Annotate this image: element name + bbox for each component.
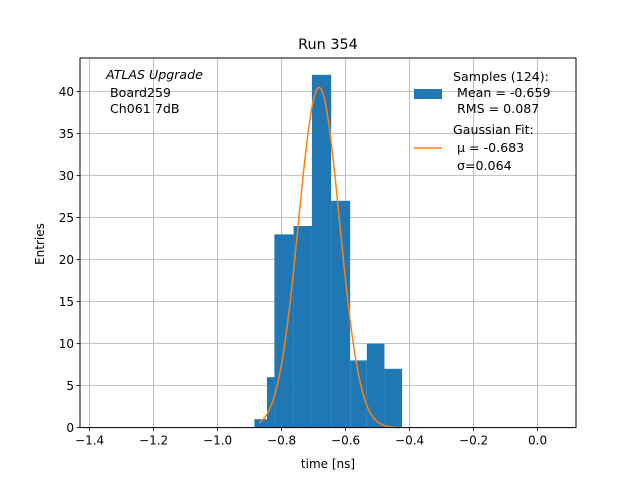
legend-samples-title: Samples (124):: [453, 69, 549, 84]
axis-ticks: −1.4 −1.2 −1.0 −0.8 −0.6 −0.4 −0.2 0.0 0 5 10 15 20 2…: [59, 85, 547, 448]
x-tick-label: 0.0: [528, 434, 547, 448]
histogram-bar: [293, 226, 312, 428]
x-axis-label: time [ns]: [301, 457, 355, 471]
y-tick-label: 10: [59, 337, 74, 351]
y-axis-label: Entries: [33, 223, 47, 265]
atlas-annotation-line-2: Board259: [106, 85, 171, 100]
y-tick-label: 30: [59, 169, 74, 183]
histogram-bar: [274, 234, 294, 428]
x-tick-label: −0.2: [459, 434, 488, 448]
y-tick-label: 15: [59, 295, 74, 309]
histogram-bar: [384, 368, 403, 428]
histogram-bar: [366, 343, 385, 428]
plot-frame: [79, 57, 577, 429]
legend-fit-title: Gaussian Fit:: [453, 122, 534, 137]
histogram-bar: [254, 419, 267, 428]
atlas-annotation-line-3: Ch061 7dB: [106, 101, 179, 116]
gaussian-fit-layer: [258, 86, 401, 429]
gaussian-fit-curve: [258, 86, 401, 429]
legend-samples-swatch: [414, 89, 442, 99]
atlas-annotation: ATLAS Upgrade Board259 Ch061 7dB: [105, 67, 203, 116]
y-tick-label: 0: [66, 421, 74, 435]
histogram-bar: [311, 74, 332, 428]
histogram-bar: [331, 200, 351, 428]
x-tick-label: −0.6: [331, 434, 360, 448]
histogram-bar: [266, 377, 275, 428]
legend-samples-mean: Mean = -0.659: [453, 85, 550, 100]
legend-samples-rms: RMS = 0.087: [453, 101, 539, 116]
x-tick-label: −0.4: [395, 434, 424, 448]
chart-title: Run 354: [298, 37, 358, 53]
legend-fit-mu: μ = -0.683: [453, 140, 524, 155]
legend: Samples (124): Mean = -0.659 RMS = 0.087…: [414, 69, 550, 173]
y-tick-label: 20: [59, 253, 74, 267]
x-tick-label: −0.8: [267, 434, 296, 448]
atlas-annotation-line-1: ATLAS Upgrade: [105, 67, 203, 82]
x-tick-label: −1.2: [139, 434, 168, 448]
y-tick-label: 35: [59, 127, 74, 141]
y-tick-label: 40: [59, 85, 74, 99]
y-tick-label: 25: [59, 211, 74, 225]
x-tick-label: −1.4: [75, 434, 104, 448]
y-tick-label: 5: [66, 379, 74, 393]
x-tick-label: −1.0: [203, 434, 232, 448]
histogram-bar: [350, 360, 367, 428]
legend-fit-sigma: σ=0.064: [453, 158, 512, 173]
